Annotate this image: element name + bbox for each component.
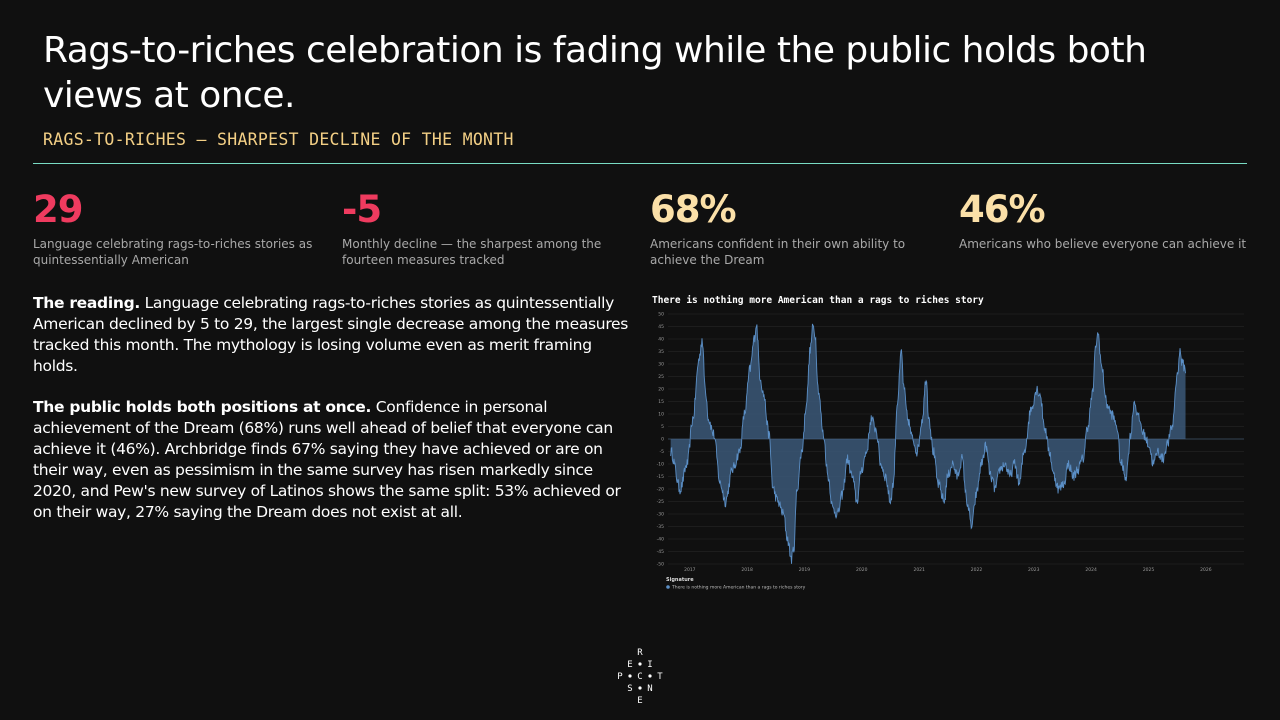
x-tick-label: 2017	[684, 567, 696, 573]
stat-description: Monthly decline — the sharpest among the…	[342, 237, 602, 267]
y-tick-label: -5	[660, 449, 665, 455]
logo-dot	[638, 686, 642, 690]
y-tick-label: 0	[661, 437, 664, 443]
y-tick-label: 40	[658, 337, 664, 343]
paragraph-lead: The public holds both positions at once.	[33, 398, 372, 416]
x-tick-label: 2024	[1085, 567, 1097, 573]
stat-description: Americans who believe everyone can achie…	[959, 237, 1247, 251]
y-tick-label: 20	[658, 387, 664, 393]
x-tick-label: 2023	[1028, 567, 1040, 573]
stat-value: 68%	[650, 188, 737, 231]
y-tick-label: 50	[658, 312, 664, 318]
logo-dot	[628, 674, 632, 678]
chart-title: There is nothing more American than a ra…	[652, 295, 984, 306]
logo-dot	[638, 662, 642, 666]
y-tick-label: -20	[657, 487, 664, 493]
logo-letter: C	[637, 672, 642, 682]
y-tick-label: -50	[657, 562, 664, 568]
body-text: The reading. Language celebrating rags-t…	[33, 293, 633, 543]
x-tick-label: 2018	[741, 567, 753, 573]
y-tick-label: -35	[657, 524, 664, 530]
y-tick-label: -25	[657, 499, 664, 505]
x-tick-label: 2020	[856, 567, 868, 573]
logo-dot	[648, 674, 652, 678]
legend-swatch	[666, 585, 670, 589]
series-area	[670, 323, 1186, 564]
y-tick-label: 5	[661, 424, 664, 430]
logo-letter: S	[627, 684, 632, 694]
x-tick-label: 2021	[913, 567, 925, 573]
logo-letter: R	[637, 648, 643, 658]
divider	[33, 163, 1247, 164]
x-tick-label: 2025	[1143, 567, 1155, 573]
paragraph-both-positions: The public holds both positions at once.…	[33, 397, 633, 523]
y-tick-label: -15	[657, 474, 664, 480]
paragraph-body: Confidence in personal achievement of th…	[33, 398, 621, 521]
y-tick-label: 25	[658, 374, 664, 380]
stat-card-rags-to-riches: 29 Language celebrating rags-to-riches s…	[33, 190, 323, 268]
brand-logo: RE IP C TS NE	[617, 648, 663, 704]
x-tick-label: 2019	[799, 567, 811, 573]
logo-letter: I	[647, 660, 652, 670]
stat-description: Language celebrating rags-to-riches stor…	[33, 237, 313, 267]
stat-value: 46%	[959, 188, 1046, 231]
stat-card-personal-confidence: 68% Americans confident in their own abi…	[650, 190, 940, 268]
y-tick-label: 15	[658, 399, 664, 405]
logo-letter: E	[637, 696, 642, 704]
y-tick-label: -40	[657, 537, 664, 543]
y-tick-label: 30	[658, 362, 664, 368]
legend-title: Signature	[666, 577, 694, 583]
paragraph-body: Language celebrating rags-to-riches stor…	[33, 294, 629, 375]
stat-value: -5	[342, 188, 382, 231]
y-tick-label: -30	[657, 512, 664, 518]
logo-letter: T	[657, 672, 663, 682]
stat-value: 29	[33, 188, 84, 231]
y-tick-label: -10	[657, 462, 664, 468]
chart: There is nothing more American than a ra…	[648, 292, 1248, 592]
paragraph-reading: The reading. Language celebrating rags-t…	[33, 293, 633, 377]
logo-letter: E	[627, 660, 632, 670]
legend-entry: There is nothing more American than a ra…	[671, 585, 806, 591]
y-tick-label: -45	[657, 549, 664, 555]
page-subtitle: RAGS-TO-RICHES — SHARPEST DECLINE OF THE…	[43, 130, 514, 149]
y-tick-label: 35	[658, 349, 664, 355]
y-tick-label: 45	[658, 324, 664, 330]
logo-letter: N	[647, 684, 652, 694]
x-tick-label: 2022	[971, 567, 983, 573]
paragraph-lead: The reading.	[33, 294, 140, 312]
stat-description: Americans confident in their own ability…	[650, 237, 906, 267]
y-tick-label: 10	[658, 412, 664, 418]
stat-card-monthly-decline: -5 Monthly decline — the sharpest among …	[342, 190, 632, 268]
logo-letter: P	[617, 672, 623, 682]
page-title: Rags-to-riches celebration is fading whi…	[43, 30, 1147, 116]
series-line	[670, 323, 1186, 564]
stat-card-everyone-can-achieve: 46% Americans who believe everyone can a…	[959, 190, 1249, 252]
x-tick-label: 2026	[1200, 567, 1212, 573]
area-chart: There is nothing more American than a ra…	[652, 295, 1244, 591]
